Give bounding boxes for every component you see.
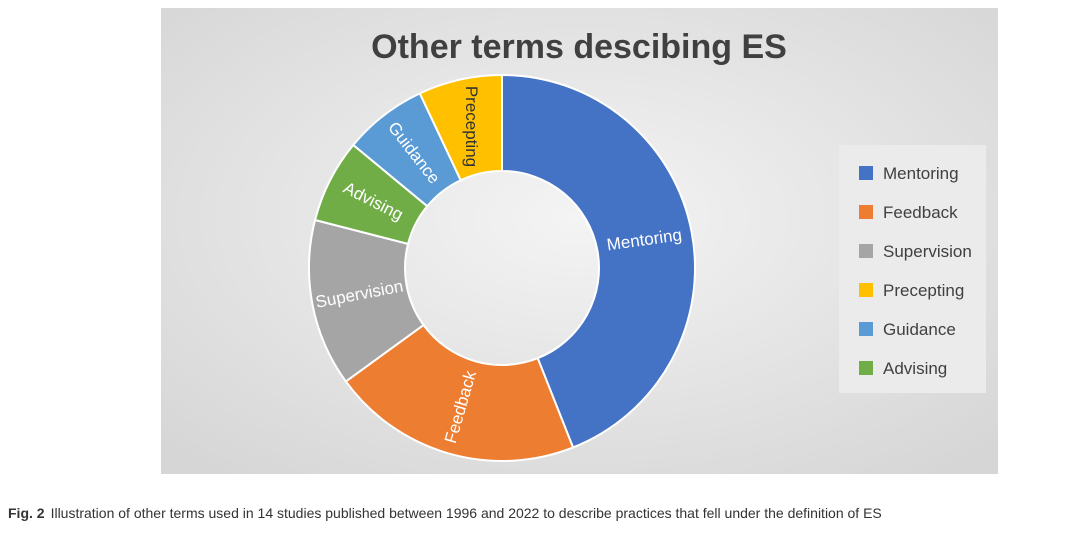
slice-feedback (344, 323, 575, 462)
chart-title: Other terms descibing ES (371, 28, 787, 66)
legend-box (839, 145, 986, 393)
legend-label-precepting: Precepting (883, 281, 964, 300)
caption-label: Fig. 2 (8, 505, 45, 521)
legend-swatch-supervision (859, 244, 873, 258)
legend: Mentoring Feedback Supervision Precepting Gu… (839, 145, 986, 393)
figure: Other terms descibing ES Mentoring Feedba… (161, 8, 998, 474)
legend-swatch-guidance (859, 322, 873, 336)
legend-label-advising: Advising (883, 359, 947, 378)
slice-label-precepting: Precepting (462, 86, 481, 167)
legend-swatch-feedback (859, 205, 873, 219)
legend-swatch-advising (859, 361, 873, 375)
slice-mentoring (501, 73, 696, 449)
legend-swatch-precepting (859, 283, 873, 297)
caption-text: Illustration of other terms used in 14 s… (50, 505, 882, 521)
donut-chart: Other terms descibing ES Mentoring Feedba… (161, 8, 998, 474)
legend-label-supervision: Supervision (883, 242, 972, 261)
legend-label-feedback: Feedback (883, 203, 958, 222)
legend-label-guidance: Guidance (883, 320, 956, 339)
slice-precepting (418, 73, 503, 182)
legend-swatch-mentoring (859, 166, 873, 180)
caption-container: Fig. 2 Illustration of other terms used i… (8, 505, 882, 521)
legend-label-mentoring: Mentoring (883, 164, 959, 183)
donut-slices (308, 73, 696, 462)
